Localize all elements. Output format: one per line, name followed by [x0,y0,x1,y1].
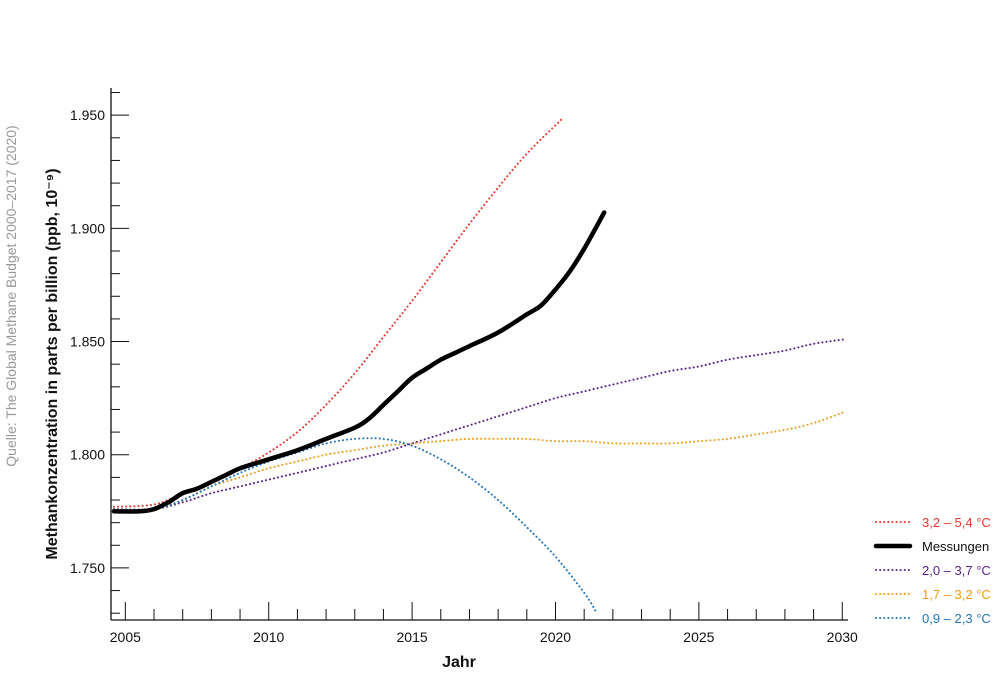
series-lines [111,118,847,612]
legend-label: 0,9 – 2,3 °C [922,611,991,626]
series-line-5 [112,437,597,612]
y-tick-label: 1.800 [70,447,105,463]
x-tick-label: 2005 [110,629,141,645]
source-note: Quelle: The Global Methane Budget 2000–2… [3,125,19,466]
y-tick-label: 1.750 [70,560,105,576]
legend: 3,2 – 5,4 °C Messungen 2,0 – 3,7 °C 1,7 – 3… [873,515,991,626]
y-tick-label: 1.950 [70,107,105,123]
y-axis-title: Methankonzentration in parts per billion… [44,168,61,559]
x-tick-label: 2015 [397,629,428,645]
y-tick-label: 1.900 [70,220,105,236]
series-line-1 [112,118,563,508]
series-line-4 [112,410,847,511]
axes [110,88,848,621]
series-line-2 [111,210,607,514]
legend-label: 2,0 – 3,7 °C [922,563,991,578]
x-tick-label: 2010 [253,629,284,645]
x-tick-label: 2030 [827,629,858,645]
x-axis-title: Jahr [442,654,476,671]
y-tick-label: 1.850 [70,334,105,350]
tick-labels: 1.750 1.800 1.850 1.900 1.950 2005 2010 2015 202… [70,107,858,645]
legend-label: Messungen [922,539,989,554]
x-tick-label: 2025 [683,629,714,645]
legend-label: 3,2 – 5,4 °C [922,515,991,530]
legend-label: 1,7 – 3,2 °C [922,587,991,602]
x-tick-label: 2020 [540,629,571,645]
series-line-3 [112,338,847,511]
